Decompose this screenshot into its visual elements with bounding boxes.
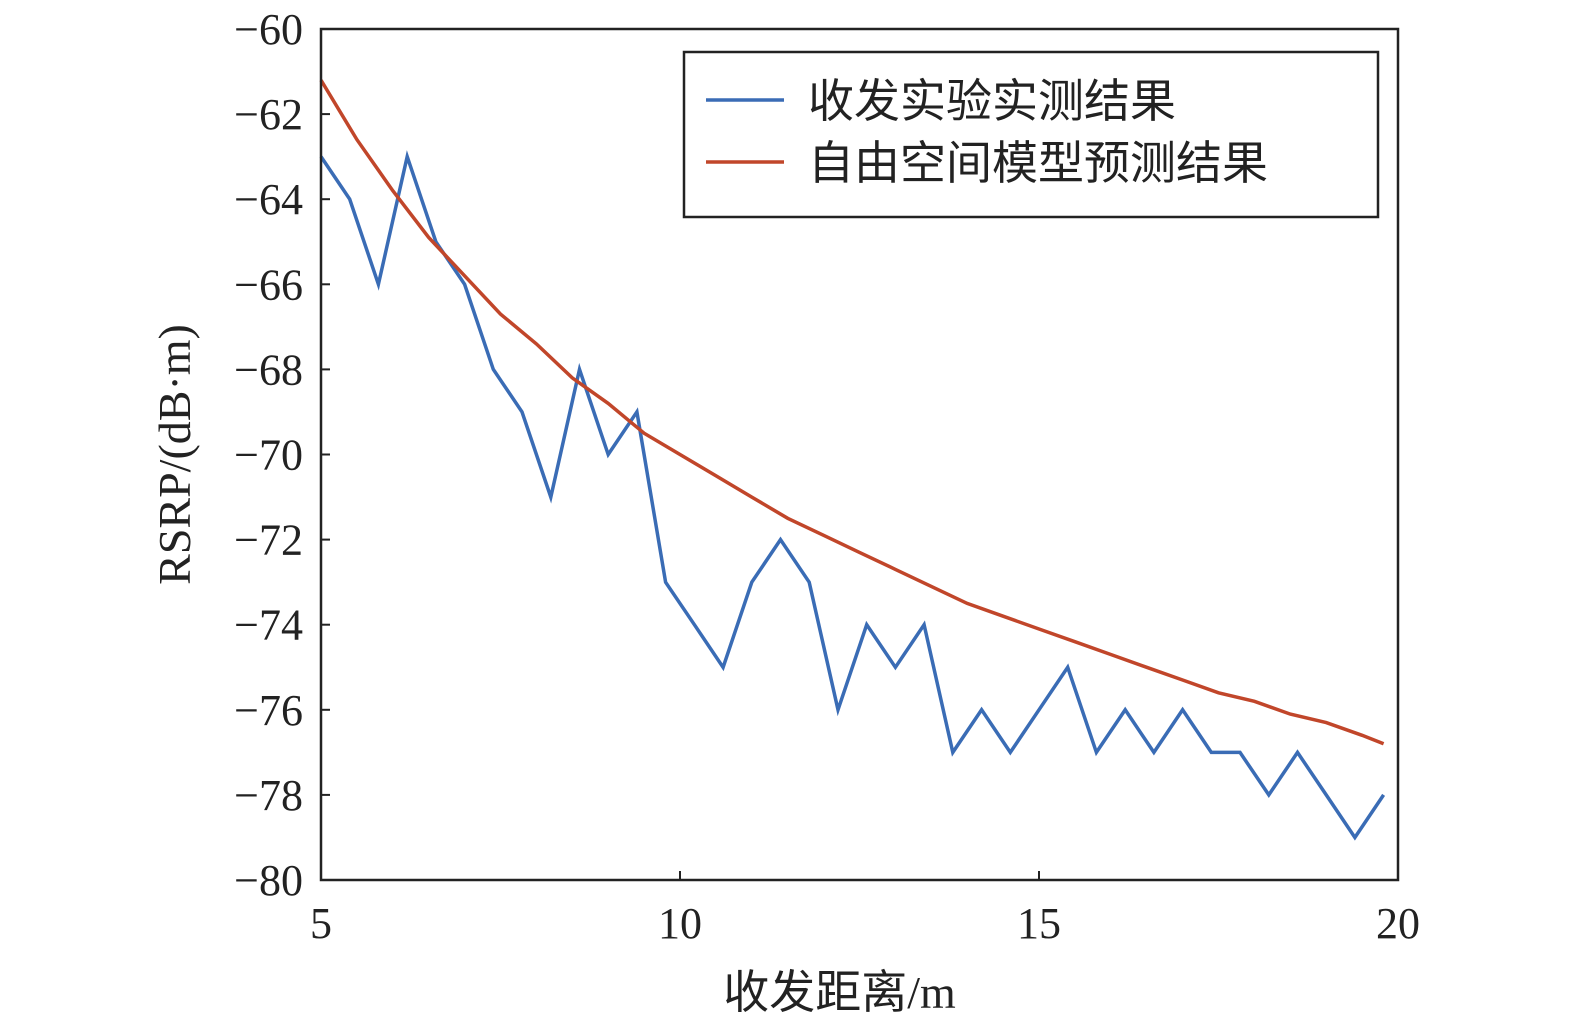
y-tick-label: −76	[234, 686, 303, 735]
y-tick-label: −68	[234, 345, 303, 394]
x-tick-label: 10	[658, 899, 702, 948]
x-axis-title: 收发距离/m	[723, 967, 956, 1018]
legend-box	[682, 50, 1380, 219]
plot-area	[319, 79, 1386, 841]
y-tick-label: −60	[234, 5, 303, 54]
legend-label-measured: 收发实验实测结果	[808, 74, 1176, 128]
legend: 收发实验实测结果 自由空间模型预测结果	[682, 50, 1380, 219]
y-tick-label: −72	[234, 516, 303, 565]
y-tick-label: −64	[234, 175, 303, 224]
x-tick-label: 15	[1017, 899, 1061, 948]
axis-ticks	[320, 28, 1399, 881]
free-space-model-series-line	[319, 79, 1385, 746]
measured-series-line	[319, 150, 1386, 841]
y-tick-label: −80	[234, 856, 303, 905]
legend-label-free-space-model: 自由空间模型预测结果	[808, 136, 1268, 190]
y-tick-label: −74	[234, 601, 303, 650]
y-tick-label: −62	[234, 90, 303, 139]
y-tick-label: −70	[234, 431, 303, 480]
y-tick-label: −78	[234, 771, 303, 820]
axis-tick-labels: −60 −62 −64 −66 −68 −70 −72 −74 −76 −78 −805 10 15 20	[234, 5, 1420, 948]
y-axis-title: RSRP/(dB·m)	[149, 324, 200, 585]
y-tick-label: −66	[234, 260, 303, 309]
x-tick-label: 20	[1376, 899, 1420, 948]
x-tick-label: 5	[310, 899, 332, 948]
